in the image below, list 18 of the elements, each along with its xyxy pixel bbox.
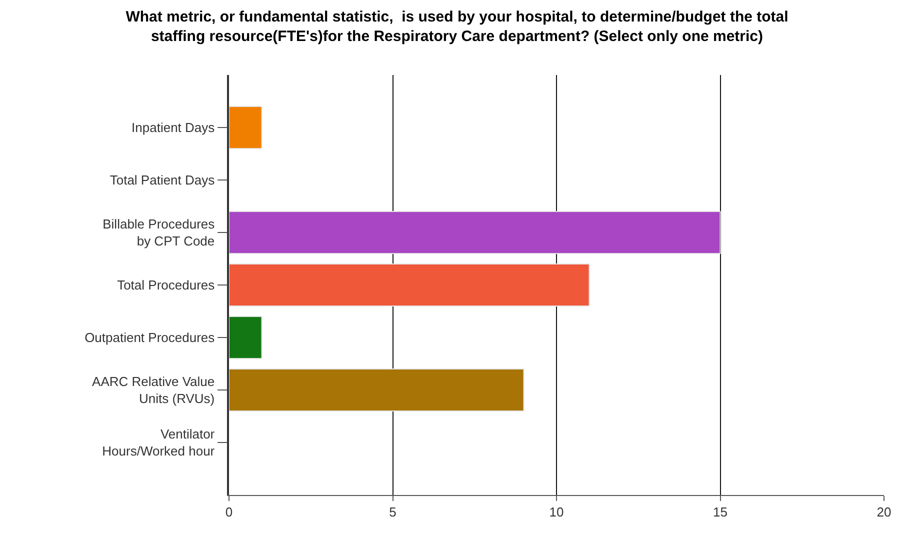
- bar: [229, 106, 262, 149]
- bar: [229, 211, 721, 254]
- y-tick-label: Billable Procedures by CPT Code: [102, 216, 216, 248]
- y-tick-label: Ventilator Hours/Worked hour: [102, 426, 216, 458]
- bar: [229, 316, 262, 359]
- x-tick-label: 20: [876, 504, 892, 520]
- y-tick-label: Outpatient Procedures: [84, 330, 216, 346]
- y-tick-label: Inpatient Days: [132, 120, 216, 136]
- y-tick-label: Total Patient Days: [110, 172, 216, 188]
- x-tick-label: 0: [225, 504, 233, 520]
- y-tick-label: AARC Relative Value Units (RVUs): [92, 374, 215, 406]
- x-tick-label: 15: [713, 504, 728, 520]
- y-tick-label: Total Procedures: [117, 278, 216, 293]
- bar: [229, 368, 524, 412]
- x-tick-label: 10: [549, 504, 564, 520]
- bar: [229, 264, 590, 306]
- chart-title: What metric, or fundamental statistic, is used by your hospital, to determine/budget the total staffing resource(FTE's)for the Respiratory Care department? (Select only one metric): [126, 8, 788, 46]
- x-tick-label: 5: [389, 504, 396, 520]
